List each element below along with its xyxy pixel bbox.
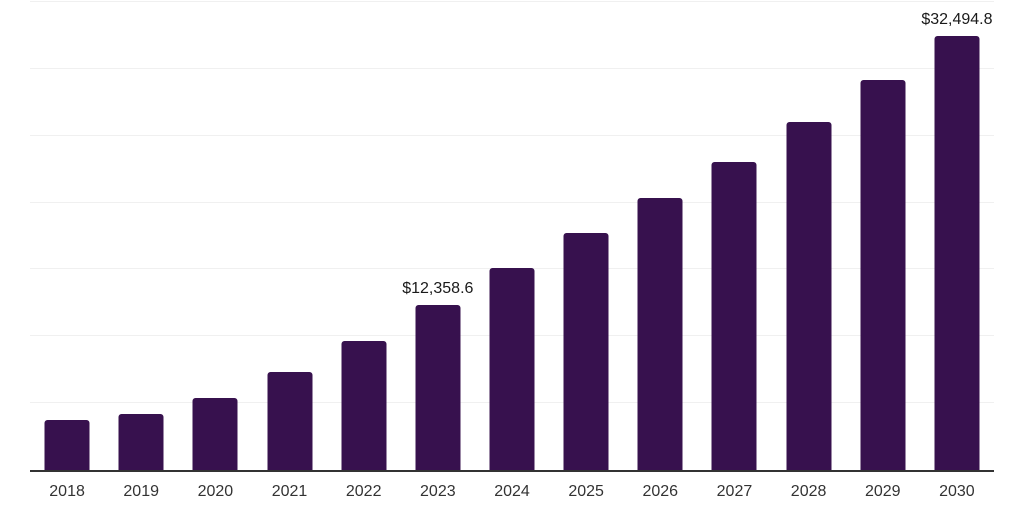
x-axis-label-2029: 2029 [864,483,901,500]
bar-2019[interactable] [118,413,164,470]
bar-2022[interactable] [341,341,387,470]
x-axis-label-2026: 2026 [642,483,679,500]
bar-2018[interactable] [44,419,90,470]
bar-slot-2023: $12,358.6 2023 [401,2,475,499]
bar-2023[interactable] [415,304,461,470]
bar-slot-2029: 2029 [846,2,920,500]
x-axis-label-2025: 2025 [568,483,604,500]
gridline-30000 [30,67,994,69]
bar-2027[interactable] [711,161,757,470]
bar-2026[interactable] [637,198,683,470]
bar-slot-2027: 2027 [697,2,771,500]
gridline-35000 [30,1,994,2]
bar-2028[interactable] [786,121,832,470]
plot-area: 2018 2019 2020 2021 2022 $12,358.6 2023 2024 202… [30,1,994,500]
x-axis-label-2028: 2028 [790,483,827,500]
bar-2021[interactable] [267,371,313,470]
value-label-2023: $12,358.6 [402,279,474,297]
gridline-25000 [30,134,994,136]
x-axis-label-2022: 2022 [345,483,382,500]
bar-slot-2026: 2026 [623,2,697,500]
bar-2024[interactable] [489,268,535,470]
x-axis-label-2018: 2018 [49,483,85,500]
value-label-2030: $32,494.8 [921,10,993,28]
bar-slot-2022: 2022 [327,2,401,500]
bar-slot-2019: 2019 [104,2,178,500]
bar-slot-2018: 2018 [30,2,104,500]
x-axis-label-2024: 2024 [494,483,530,500]
bar-slot-2024: 2024 [475,2,549,500]
bar-2025[interactable] [563,233,609,470]
bar-slot-2020: 2020 [178,2,252,500]
x-axis-label-2021: 2021 [271,483,308,500]
x-axis-label-2030: 2030 [939,483,975,500]
gridline-20000 [30,201,994,203]
bar-2020[interactable] [192,397,238,470]
x-axis-line [30,470,994,472]
x-axis-label-2020: 2020 [197,483,234,500]
x-axis-label-2019: 2019 [123,483,159,500]
bar-slot-2021: 2021 [252,2,326,500]
bar-2030[interactable] [934,35,980,470]
bar-slot-2028: 2028 [772,2,846,500]
bar-slot-2025: 2025 [549,2,623,500]
bar-slot-2030: $32,494.8 2030 [920,2,994,500]
bar-2029[interactable] [860,79,906,470]
x-axis-label-2027: 2027 [716,483,753,500]
x-axis-label-2023: 2023 [420,483,456,500]
